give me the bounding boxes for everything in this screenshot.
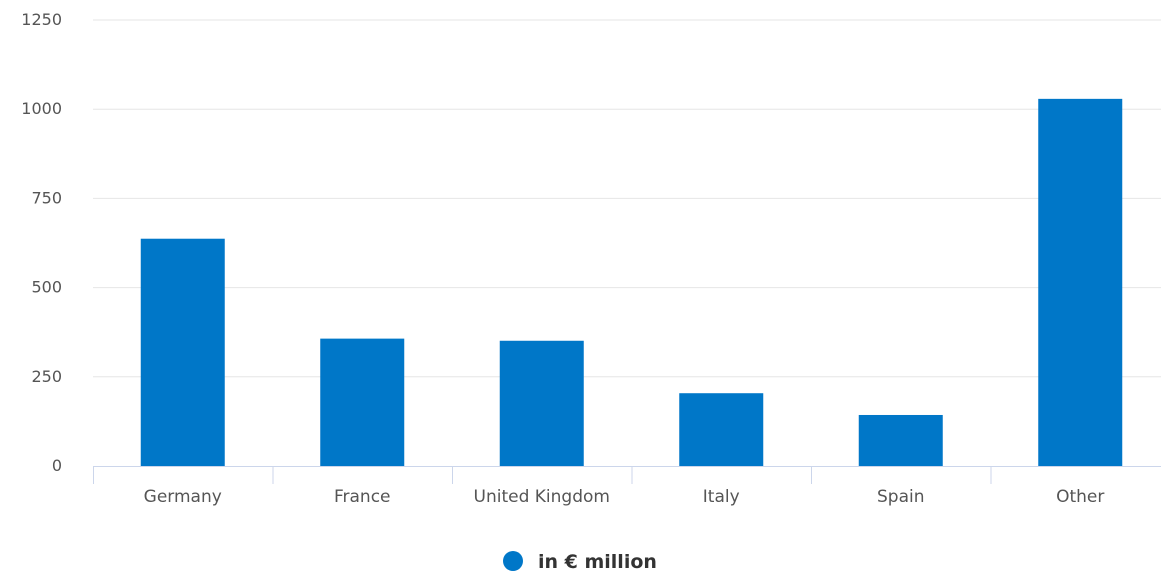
legend-marker-icon[interactable]: [503, 551, 523, 571]
legend[interactable]: in € million: [503, 551, 657, 572]
y-tick-label: 1000: [21, 99, 62, 118]
bar-france[interactable]: [320, 338, 405, 466]
bar-italy[interactable]: [679, 393, 764, 466]
x-tick-label: Other: [1056, 487, 1104, 507]
legend-label[interactable]: in € million: [538, 551, 657, 572]
gridlines: [93, 19, 1161, 378]
bar-other[interactable]: [1038, 98, 1123, 467]
y-tick-label: 500: [31, 278, 62, 297]
x-tick-label: Italy: [703, 487, 740, 507]
x-tick-label: France: [334, 487, 391, 507]
bar-spain[interactable]: [858, 414, 943, 466]
y-tick-label: 1250: [21, 10, 62, 29]
x-tick-label: United Kingdom: [474, 487, 610, 507]
y-axis-tick-labels: 0 250 500 750 1000 1250: [21, 10, 62, 475]
x-axis: [93, 466, 1161, 484]
bars: [140, 98, 1123, 467]
x-axis-tick-labels: Germany France United Kingdom Italy Spain Oth…: [144, 487, 1105, 507]
x-tick-label: Spain: [877, 487, 925, 507]
bar-united-kingdom[interactable]: [499, 340, 584, 466]
y-tick-label: 250: [31, 367, 62, 386]
y-tick-label: 0: [52, 456, 62, 475]
bar-germany[interactable]: [140, 238, 225, 466]
x-tick-label: Germany: [144, 487, 222, 507]
y-tick-label: 750: [31, 188, 62, 207]
